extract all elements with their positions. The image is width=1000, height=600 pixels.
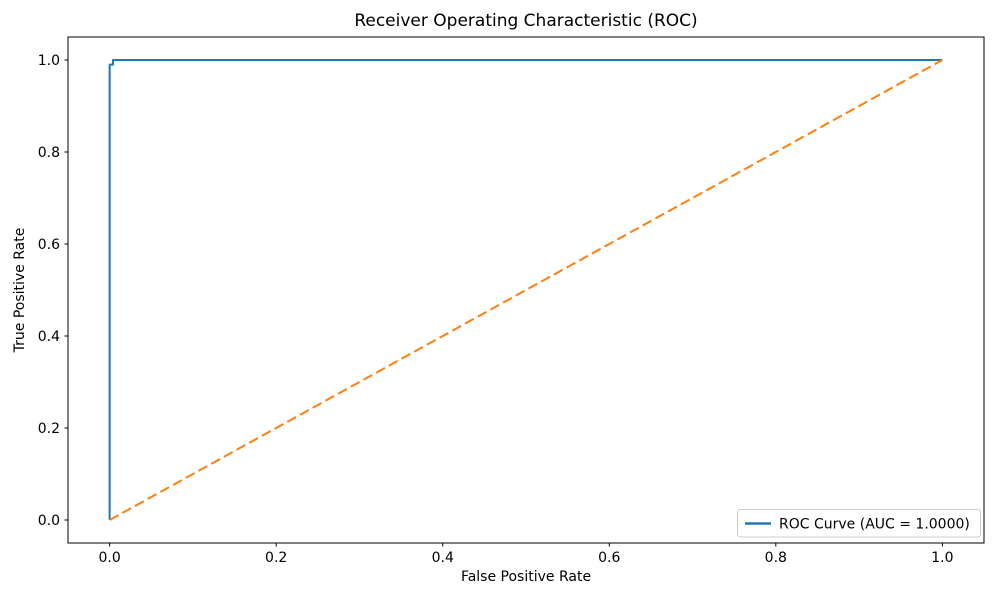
legend-box [737, 509, 981, 538]
x-tick-label: 1.0 [931, 550, 953, 566]
chance-diagonal-line [109, 59, 943, 521]
plot-border [67, 36, 985, 544]
y-tick-label: 0.4 [38, 329, 60, 345]
y-tick-label: 0.0 [38, 513, 60, 529]
y-tick-label: 0.8 [38, 145, 60, 161]
y-axis-label: True Positive Rate [12, 228, 28, 354]
y-axis-ticks: 0.0 0.2 0.4 0.6 0.8 1.0 [38, 53, 68, 529]
x-tick-label: 0.8 [765, 550, 787, 566]
y-tick-label: 1.0 [38, 53, 60, 69]
x-tick-label: 0.4 [432, 550, 454, 566]
legend-label: ROC Curve (AUC = 1.0000) [779, 517, 970, 533]
legend: ROC Curve (AUC = 1.0000) [737, 509, 981, 538]
chart-series [108, 59, 943, 521]
y-tick-label: 0.6 [38, 237, 60, 253]
y-tick-label: 0.2 [38, 421, 60, 437]
x-axis-ticks: 0.0 0.2 0.4 0.6 0.8 1.0 [99, 543, 953, 566]
x-axis-label: False Positive Rate [461, 569, 591, 585]
roc-curve-line [108, 59, 943, 520]
x-tick-label: 0.0 [99, 550, 121, 566]
x-tick-label: 0.6 [598, 550, 620, 566]
chart-title: Receiver Operating Characteristic (ROC) [354, 11, 697, 31]
x-tick-label: 0.2 [265, 550, 287, 566]
